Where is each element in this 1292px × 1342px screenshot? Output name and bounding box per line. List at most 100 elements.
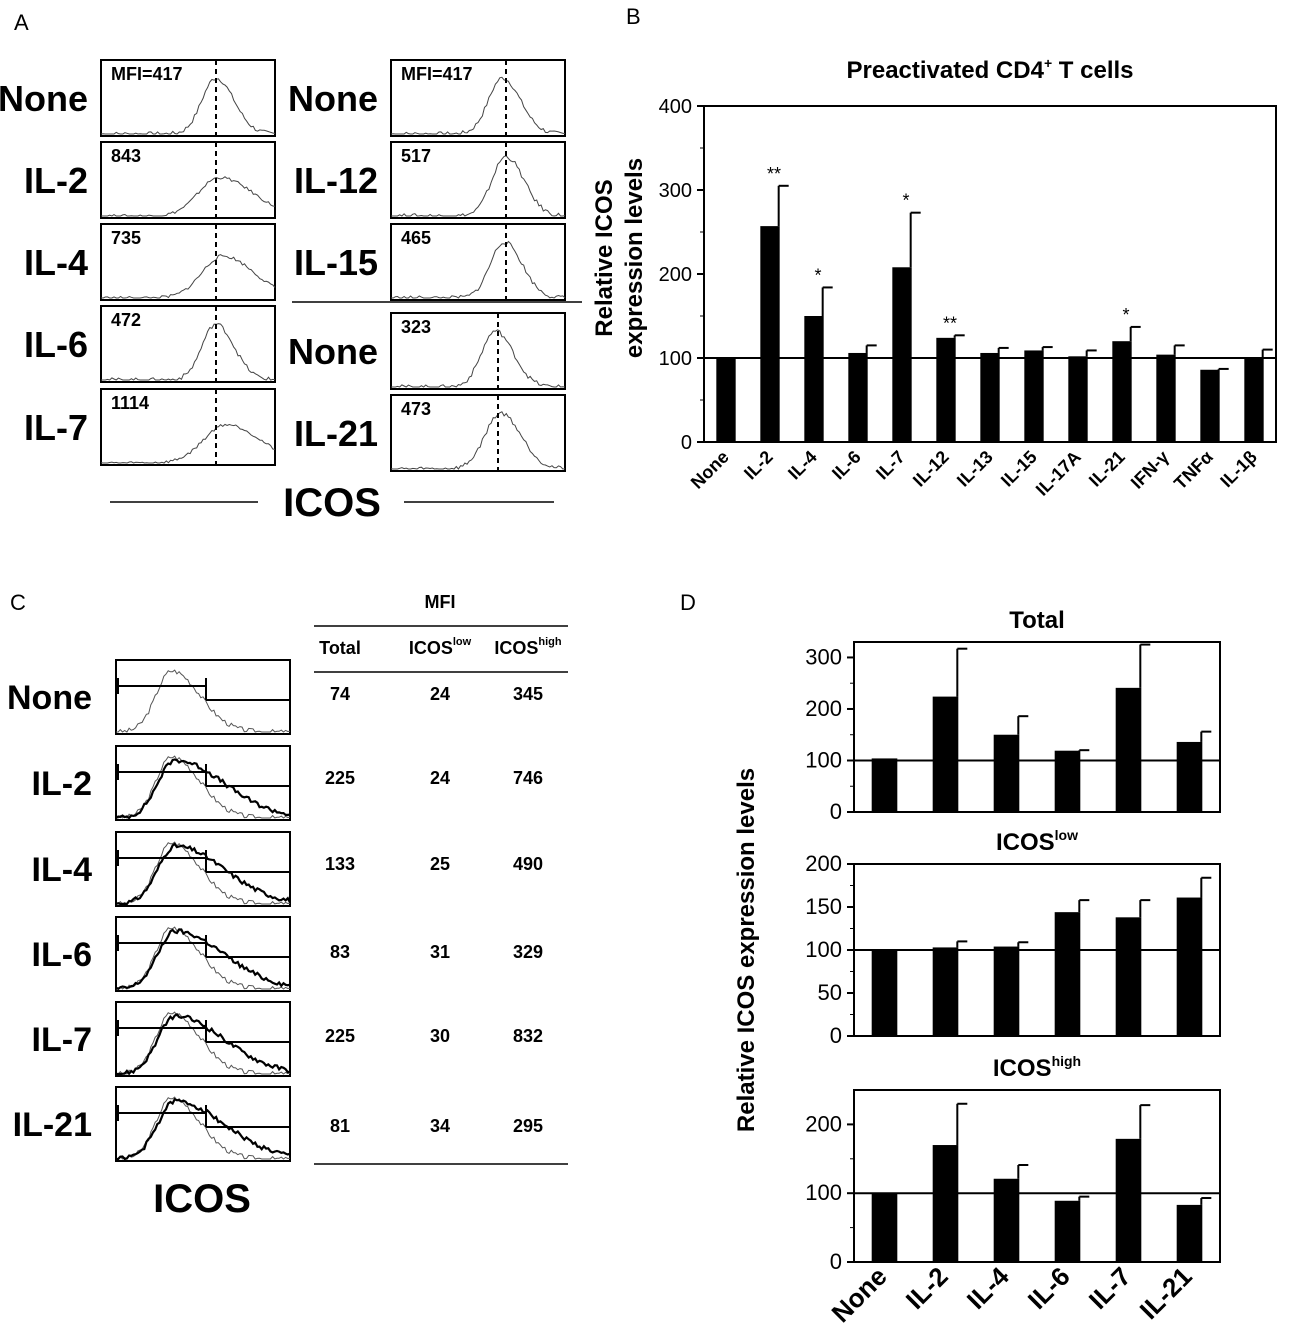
panel-a-right-histogram-box	[390, 223, 566, 301]
table-cell: 31	[430, 942, 450, 962]
chart-b-category-label: IL-2	[740, 447, 777, 484]
chart-b-significance-marker: *	[902, 191, 909, 211]
chart-d-subplot-title: ICOSlow	[996, 827, 1078, 856]
chart-d-y-tick-label: 200	[805, 851, 842, 876]
table-cell: 832	[513, 1026, 543, 1046]
panel-c: None IL-2 IL-4 IL-6 IL-7 IL-21 ICOS MFI Total…	[7, 592, 568, 1221]
panel-a-right-histogram-box	[390, 141, 566, 219]
table-cell: 133	[325, 854, 355, 874]
table-column-header-text: ICOS	[494, 638, 538, 658]
panel-a-axis-label: ICOS	[283, 481, 381, 525]
panel-a-right-row-label: None	[288, 331, 378, 372]
chart-d-bar	[871, 758, 898, 812]
chart-d-bar	[932, 947, 959, 1036]
panel-c-row-label: IL-6	[32, 936, 92, 974]
chart-d-y-tick-label: 100	[805, 1180, 842, 1205]
chart-d-bar	[993, 734, 1020, 812]
chart-b-category-label: IL-7	[872, 447, 909, 484]
panel-a-left-row-label: IL-4	[24, 242, 88, 283]
panel-a-right-row-label: IL-21	[294, 413, 378, 454]
panel-letter-d: D	[680, 590, 696, 615]
chart-b-category-label: TNFα	[1170, 447, 1217, 494]
panel-a-left-histogram-box	[100, 223, 276, 301]
chart-d-subplot: ICOSlow 0 50 100 150 200	[805, 827, 1221, 1048]
panel-c-row-label: None	[7, 679, 92, 717]
panel-letter-b: B	[626, 4, 641, 29]
chart-b-bar	[1156, 354, 1176, 442]
panel-a-left-column: MFI=417 None 843 IL-2 735 IL-4 472 IL-6 1114 IL-7	[0, 59, 276, 466]
chart-d-bar	[1054, 1200, 1081, 1262]
chart-b-category-label: IFN-γ	[1127, 447, 1173, 493]
chart-d-bar	[871, 1193, 898, 1262]
chart-b-significance-marker: **	[943, 313, 957, 333]
table-cell: 295	[513, 1116, 543, 1136]
panel-a-right-column: MFI=417 None 517 IL-12 465 IL-15 323 None 473 IL-…	[288, 59, 566, 472]
table-cell: 30	[430, 1026, 450, 1046]
chart-d-y-tick-label: 200	[805, 1111, 842, 1136]
table-header-mfi: MFI	[425, 592, 456, 612]
table-cell: 490	[513, 854, 543, 874]
chart-b-ylabel-line2: expression levels	[621, 158, 648, 358]
chart-b-bar	[980, 352, 1000, 442]
table-cell: 746	[513, 768, 543, 788]
panel-a-right-row-label: IL-12	[294, 160, 378, 201]
table-cell: 25	[430, 854, 450, 874]
chart-b-bar	[1200, 369, 1220, 442]
panel-a-right-histogram-trace	[390, 76, 566, 135]
chart-b-significance-marker: *	[1122, 305, 1129, 325]
chart-d-subplot-title: Total	[1009, 607, 1065, 634]
table-cell: 83	[330, 942, 350, 962]
chart-d-bar	[993, 1178, 1020, 1262]
chart-b-bar	[936, 337, 956, 442]
chart-d-y-tick-label: 100	[805, 747, 842, 772]
chart-b-plot: 0 100 200 300 400 None ** IL-2 * IL-4 IL-6 * IL-7 ** I…	[659, 96, 1277, 500]
chart-d-bar	[1054, 912, 1081, 1036]
panel-a-right-histogram-trace	[391, 155, 566, 217]
panel-a-left-histogram-box	[100, 305, 276, 383]
chart-b-bar	[1244, 358, 1264, 442]
panel-c-control-trace	[116, 1011, 291, 1075]
chart-b-title: Preactivated CD4+ T cells	[847, 55, 1134, 84]
table-column-header: Total	[319, 638, 361, 658]
chart-b-ylabel-line1: Relative ICOS	[591, 179, 618, 336]
panel-a-left-mfi-value: 472	[111, 310, 141, 330]
chart-d-bar	[1176, 741, 1203, 812]
chart-d-plot: Total0100200300ICOSlow050100150200ICOShi…	[805, 607, 1221, 1328]
table-cell: 225	[325, 768, 355, 788]
chart-d-category-label: IL-21	[1134, 1261, 1198, 1325]
table-cell: 24	[430, 768, 450, 788]
chart-b-bar	[1112, 341, 1132, 442]
panel-a-right-mfi-value: 517	[401, 146, 431, 166]
chart-d-bar	[1176, 1204, 1203, 1262]
chart-b-bar	[1024, 350, 1044, 442]
panel-a-left-histogram-box	[100, 59, 276, 137]
chart-d-y-tick-label: 100	[805, 937, 842, 962]
panel-c-treated-trace	[115, 842, 291, 906]
chart-d-category-label: IL-7	[1083, 1261, 1137, 1315]
chart-d-subplot-title-text: Total	[1009, 607, 1065, 634]
chart-d-subplot-title-superscript: low	[1055, 827, 1078, 843]
panel-c-control-trace	[116, 669, 291, 733]
table-cell: 225	[325, 1026, 355, 1046]
panel-a-left-row-label: IL-6	[24, 324, 88, 365]
panel-a-left-mfi-value: 1114	[111, 393, 149, 413]
panel-c-histograms: None IL-2 IL-4 IL-6 IL-7 IL-21	[7, 659, 291, 1162]
chart-d-category-label: IL-2	[900, 1261, 954, 1315]
chart-b-bar	[892, 267, 912, 442]
panel-c-row-label: IL-2	[32, 765, 92, 803]
panel-c-control-trace	[116, 841, 291, 905]
panel-a-left-row-label: IL-2	[24, 160, 88, 201]
chart-b-bar	[804, 316, 824, 442]
panel-a-left-histogram-trace	[101, 323, 276, 381]
chart-d-subplot-title: ICOShigh	[993, 1053, 1081, 1082]
chart-d-bar	[993, 946, 1020, 1036]
panel-a-left-histogram-trace	[101, 176, 276, 217]
chart-b-category-label: IL-4	[784, 447, 821, 484]
panel-b: Preactivated CD4+ T cells Relative ICOS …	[591, 55, 1277, 500]
panel-a-right-mfi-value: MFI=417	[401, 64, 473, 84]
panel-a-right-histogram-box	[390, 394, 566, 472]
table-cell: 81	[330, 1116, 350, 1136]
chart-b-category-label: IL-6	[828, 447, 865, 484]
